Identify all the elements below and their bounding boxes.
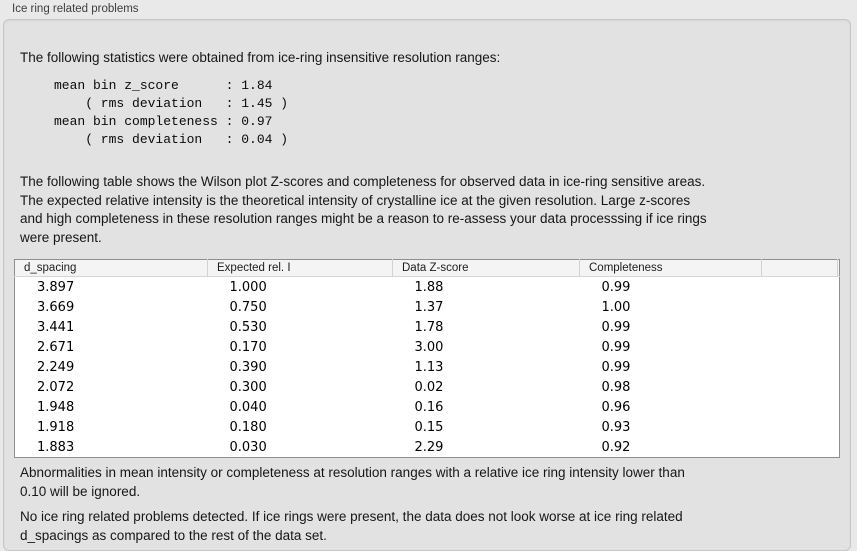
table-cell: 0.750: [229, 299, 267, 315]
table-cell: 2.29: [414, 439, 444, 455]
column-header-empty[interactable]: [761, 259, 838, 277]
table-cell: 0.99: [601, 339, 631, 355]
table-cell: 3.441: [37, 319, 75, 335]
table-row[interactable]: 2.249 0.390 1.13 0.99: [15, 357, 840, 377]
table-row[interactable]: 1.883 0.030 2.29 0.92: [15, 437, 840, 458]
table-cell: 1.000: [229, 279, 267, 295]
table-cell: [762, 317, 838, 337]
table-cell: 0.300: [229, 379, 267, 395]
table-row[interactable]: 1.918 0.180 0.15 0.93: [15, 417, 840, 437]
table-cell: 0.040: [229, 399, 267, 415]
table-cell: [838, 417, 840, 437]
table-cell: 1.948: [37, 399, 75, 415]
table-row[interactable]: 3.669 0.750 1.37 1.00: [15, 297, 840, 317]
table-cell: 3.669: [37, 299, 75, 315]
table-row[interactable]: 1.948 0.040 0.16 0.96: [15, 397, 840, 417]
table-cell: 0.170: [229, 339, 267, 355]
table-cell: 0.530: [229, 319, 267, 335]
table-cell: 3.897: [37, 279, 75, 295]
table-cell: 0.92: [601, 439, 631, 455]
stats-summary-block: mean bin z_score : 1.84 ( rms deviation …: [54, 78, 289, 147]
table-cell: 0.15: [414, 419, 444, 435]
table-row[interactable]: 3.441 0.530 1.78 0.99: [15, 317, 840, 337]
table-cell: 1.883: [37, 439, 75, 455]
table-cell: 0.16: [414, 399, 444, 415]
table-cell: 2.072: [37, 379, 75, 395]
table-cell: [762, 417, 838, 437]
table-cell: [762, 377, 838, 397]
ice-ring-table[interactable]: d_spacing Expected rel. I Data Z-score Comp…: [14, 259, 840, 458]
table-cell: [762, 397, 838, 417]
table-cell: 1.13: [414, 359, 444, 375]
table-row[interactable]: 3.897 1.000 1.88 0.99: [15, 277, 840, 298]
table-cell: 1.00: [601, 299, 631, 315]
table-cell: [838, 337, 840, 357]
table-intro-text: The following table shows the Wilson plo…: [20, 174, 707, 245]
table-cell: [838, 397, 840, 417]
panel-title: Ice ring related problems: [12, 3, 139, 15]
table-row[interactable]: 2.671 0.170 3.00 0.99: [15, 337, 840, 357]
table-cell: [838, 437, 840, 458]
table-cell: [762, 297, 838, 317]
table-cell: 0.96: [601, 399, 631, 415]
ignore-note-text: Abnormalities in mean intensity or compl…: [20, 465, 685, 499]
table-cell: 2.249: [37, 359, 75, 375]
table-header-row: d_spacing Expected rel. I Data Z-score Comp…: [14, 259, 840, 277]
column-header-completeness[interactable]: Completeness: [579, 259, 762, 277]
stats-intro-text: The following statistics were obtained f…: [20, 50, 501, 65]
table-cell: [838, 357, 840, 377]
table-cell: 0.180: [229, 419, 267, 435]
column-header-d-spacing[interactable]: d_spacing: [14, 259, 208, 277]
table-cell: [762, 437, 838, 458]
table-cell: 2.671: [37, 339, 75, 355]
table-cell: 0.99: [601, 279, 631, 295]
column-header-expected-rel-i[interactable]: Expected rel. I: [207, 259, 393, 277]
table-cell: 0.390: [229, 359, 267, 375]
table-row[interactable]: 2.072 0.300 0.02 0.98: [15, 377, 840, 397]
table-cell: 0.93: [601, 419, 631, 435]
conclusion-text: No ice ring related problems detected. I…: [20, 509, 683, 543]
table-cell: [762, 277, 838, 298]
table-cell: [838, 317, 840, 337]
column-header-data-z-score[interactable]: Data Z-score: [392, 259, 580, 277]
table-cell: 1.918: [37, 419, 75, 435]
table-cell: 0.98: [601, 379, 631, 395]
table-cell: 1.78: [414, 319, 444, 335]
table-cell: 0.99: [601, 359, 631, 375]
table-cell: 3.00: [414, 339, 444, 355]
table-cell: 1.88: [414, 279, 444, 295]
column-header-empty[interactable]: [837, 259, 840, 277]
table-cell: [762, 337, 838, 357]
table-cell: [838, 297, 840, 317]
ice-ring-panel: The following statistics were obtained f…: [3, 19, 851, 551]
table-cell: 0.030: [229, 439, 267, 455]
table-cell: [838, 377, 840, 397]
table-cell: 1.37: [414, 299, 444, 315]
table-cell: 0.99: [601, 319, 631, 335]
table-cell: [762, 357, 838, 377]
table-cell: 0.02: [414, 379, 444, 395]
table-cell: [838, 277, 840, 298]
